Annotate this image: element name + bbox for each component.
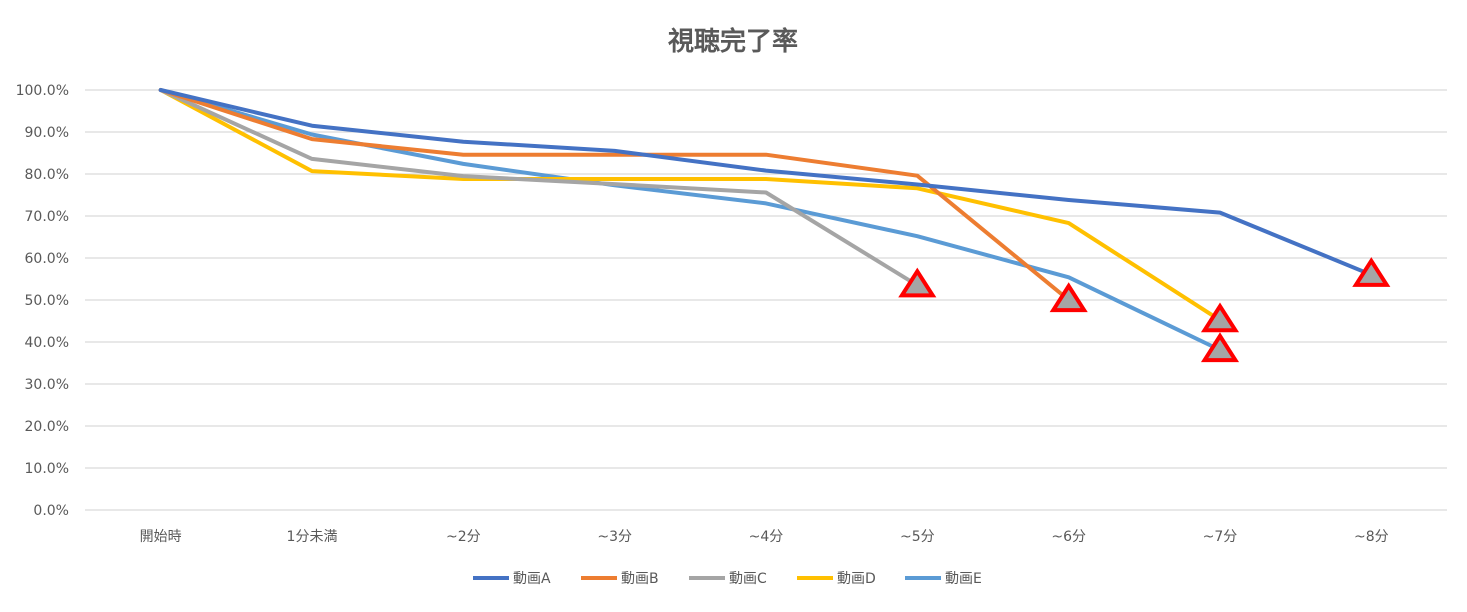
- y-tick-label: 50.0%: [25, 293, 69, 309]
- triangle-marker: [1200, 332, 1240, 363]
- y-tick-label: 30.0%: [25, 377, 69, 393]
- y-tick-label: 40.0%: [25, 335, 69, 351]
- y-tick-label: 70.0%: [25, 209, 69, 225]
- triangle-marker: [1200, 302, 1240, 333]
- series-line: [158, 88, 1222, 323]
- marker-layer: [898, 257, 1391, 363]
- legend: 動画A 動画B 動画C 動画D 動画E: [473, 571, 982, 587]
- x-tick-label: 1分未満: [287, 529, 338, 545]
- series-line: [158, 88, 920, 288]
- triangle-marker: [1352, 257, 1391, 287]
- x-tick-label: ~2分: [446, 529, 481, 545]
- legend-label: 動画B: [621, 571, 659, 587]
- triangle-marker: [898, 267, 937, 298]
- series-layer: [158, 88, 1374, 352]
- legend-label: 動画E: [945, 571, 982, 587]
- y-tick-label: 0.0%: [33, 503, 69, 519]
- x-axis-ticks: 開始時 1分未満 ~2分 ~3分 ~4分 ~5分 ~6分 ~7分 ~8分: [140, 529, 1389, 545]
- y-tick-label: 100.0%: [16, 83, 69, 99]
- grid-layer: [85, 89, 1447, 511]
- y-axis-ticks: 0.0% 10.0% 20.0% 30.0% 40.0% 50.0% 60.0% 70.0% 8…: [16, 83, 69, 519]
- x-tick-label: ~4分: [749, 529, 784, 545]
- y-tick-label: 90.0%: [25, 125, 69, 141]
- x-tick-label: ~6分: [1051, 529, 1086, 545]
- y-tick-label: 60.0%: [25, 251, 69, 267]
- legend-label: 動画A: [513, 571, 551, 587]
- y-tick-label: 20.0%: [25, 419, 69, 435]
- series-line: [158, 88, 1222, 352]
- x-tick-label: ~5分: [900, 529, 935, 545]
- y-tick-label: 80.0%: [25, 167, 69, 183]
- chart-title: 視聴完了率: [668, 26, 798, 57]
- x-tick-label: ~3分: [597, 529, 632, 545]
- legend-label: 動画D: [837, 571, 876, 587]
- legend-label: 動画C: [729, 571, 767, 587]
- x-tick-label: 開始時: [140, 529, 182, 545]
- x-tick-label: ~8分: [1354, 529, 1389, 545]
- y-tick-label: 10.0%: [25, 461, 69, 477]
- series-line: [158, 88, 1071, 302]
- series-line: [158, 88, 1374, 277]
- triangle-marker: [1049, 282, 1088, 313]
- x-tick-label: ~7分: [1203, 529, 1238, 545]
